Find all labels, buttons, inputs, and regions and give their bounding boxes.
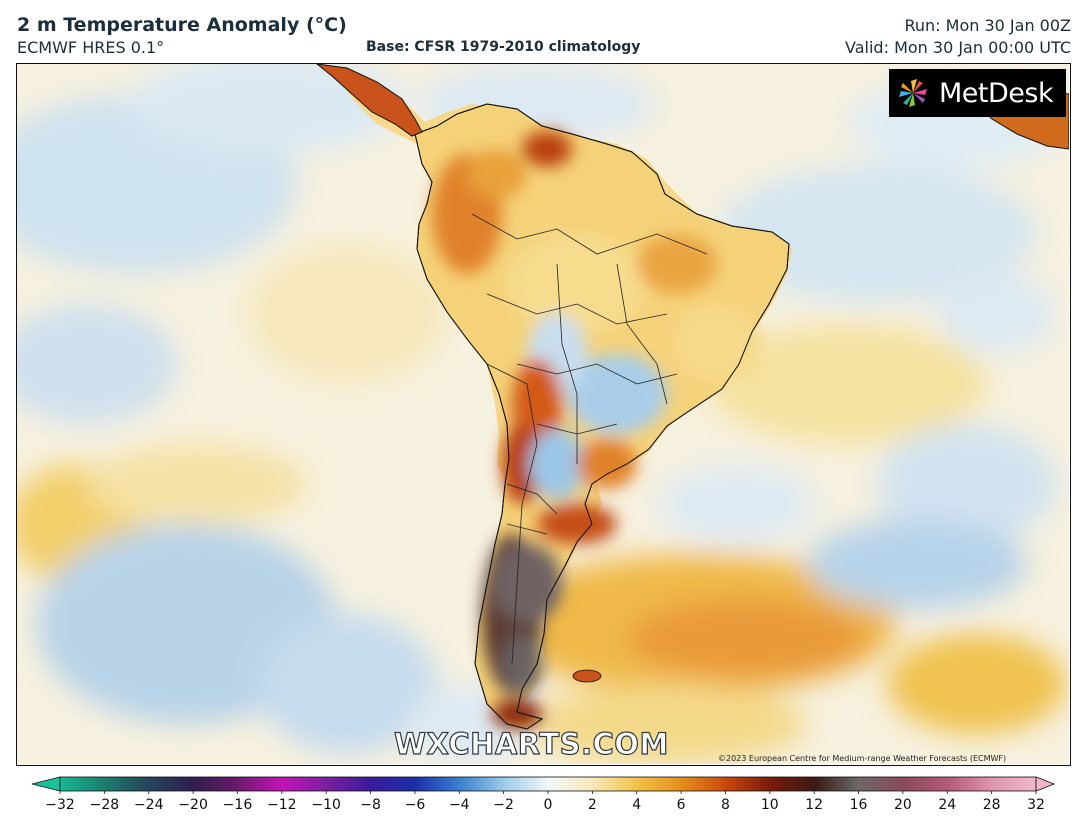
model-label: ECMWF HRES 0.1°: [17, 38, 165, 57]
colorbar-segment: [459, 777, 505, 791]
anomaly-map: [16, 63, 1071, 766]
colorbar-tick-label: 12: [805, 797, 824, 813]
colorbar-segment: [636, 777, 682, 791]
falkland-islands: [572, 669, 602, 683]
colorbar-segment: [814, 777, 860, 791]
colorbar-segment: [681, 777, 726, 791]
colorbar-segment: [370, 777, 416, 791]
colorbar-tick-label: −12: [267, 797, 297, 813]
colorbar-segment: [592, 777, 638, 791]
colorbar-tick-label: 10: [760, 797, 779, 813]
chart-title: 2 m Temperature Anomaly (°C): [17, 14, 347, 36]
colorbar-tick-label: −16: [222, 797, 253, 813]
colorbar-tick-label: −32: [45, 797, 75, 813]
colorbar-segment: [414, 777, 460, 791]
colorbar-segment: [947, 777, 993, 791]
colorbar-segment: [193, 777, 238, 791]
colorbar-tick-label: −20: [178, 797, 208, 813]
wxcharts-watermark: WXCHARTS.COM: [393, 726, 669, 761]
colorbar-extend-low: [31, 776, 61, 792]
colorbar-segment: [237, 777, 283, 791]
coastline: [414, 103, 790, 730]
colorbar: [31, 776, 1056, 794]
colorbar-segment: [148, 777, 194, 791]
central-america-land: [316, 64, 423, 137]
colorbar-segment: [991, 777, 1037, 791]
colorbar-tick-label: 32: [1027, 797, 1045, 813]
colorbar-tick-label: −2: [493, 797, 514, 813]
colorbar-tick-label: 16: [849, 797, 868, 813]
colorbar-segment: [503, 777, 549, 791]
colorbar-tick-label: −6: [404, 797, 426, 813]
base-climatology-label: Base: CFSR 1979-2010 climatology: [366, 39, 641, 55]
colorbar-segment: [725, 777, 771, 791]
metdesk-pinwheel-icon: [899, 79, 927, 107]
colorbar-tick-label: −4: [448, 797, 470, 813]
colorbar-segment: [281, 777, 327, 791]
colorbar-segment: [858, 777, 904, 791]
colorbar-tick-label: 4: [632, 797, 642, 813]
colorbar-tick-label: 0: [543, 797, 553, 813]
colorbar-tick-label: −10: [311, 797, 341, 813]
colorbar-segment: [548, 777, 593, 791]
valid-time-label: Valid: Mon 30 Jan 00:00 UTC: [845, 38, 1071, 57]
colorbar-tick-label: 24: [938, 797, 957, 813]
colorbar-extend-high: [1035, 776, 1056, 792]
colorbar-tick-label: −28: [89, 797, 120, 813]
colorbar-tick-label: 6: [676, 797, 686, 813]
colorbar-tick-label: 8: [720, 797, 730, 813]
copyright-notice: ©2023 European Centre for Medium-range W…: [718, 754, 1007, 763]
colorbar-tick-label: 20: [893, 797, 912, 813]
map-canvas: [17, 64, 1069, 764]
colorbar-tick-label: 28: [982, 797, 1001, 813]
metdesk-logo-text: MetDesk: [939, 77, 1054, 109]
colorbar-segment: [326, 777, 372, 791]
colorbar-tick-label: 2: [587, 797, 597, 813]
colorbar-tick-label: −8: [360, 797, 381, 813]
colorbar-segment: [60, 777, 105, 791]
colorbar-segment: [104, 777, 150, 791]
colorbar-segment: [769, 777, 815, 791]
country-borders: [471, 213, 708, 665]
metdesk-logo: MetDesk: [889, 69, 1066, 117]
colorbar-segment: [902, 777, 948, 791]
ocean-anomaly-field: [17, 64, 1067, 764]
colorbar-tick-label: −24: [133, 797, 164, 813]
run-time-label: Run: Mon 30 Jan 00Z: [904, 16, 1072, 35]
